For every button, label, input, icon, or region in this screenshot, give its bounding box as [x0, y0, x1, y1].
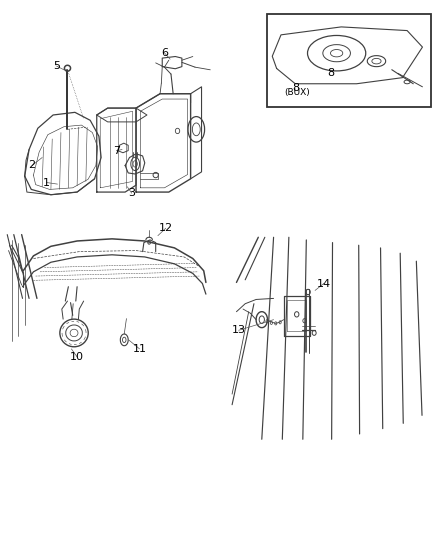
Text: 5: 5	[53, 61, 60, 71]
Text: 12: 12	[159, 223, 173, 233]
Text: 1: 1	[43, 177, 50, 188]
Text: 6: 6	[161, 48, 168, 58]
Text: 3: 3	[128, 188, 135, 198]
Text: 8: 8	[292, 83, 299, 93]
Text: 8: 8	[327, 68, 334, 78]
Text: 14: 14	[317, 279, 331, 288]
Text: 10: 10	[70, 352, 84, 362]
Text: 11: 11	[133, 344, 147, 354]
Text: 7: 7	[113, 146, 120, 156]
Text: 13: 13	[232, 325, 246, 335]
Text: (BUX): (BUX)	[285, 88, 310, 98]
Bar	[267, 14, 431, 107]
Text: 2: 2	[28, 160, 35, 171]
